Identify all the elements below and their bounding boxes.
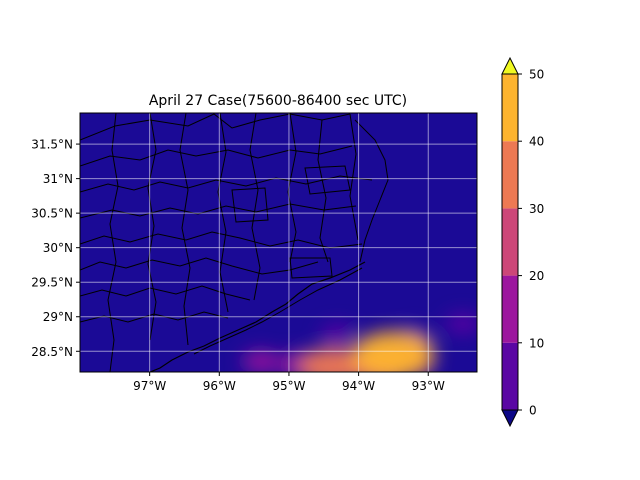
coastline bbox=[149, 261, 366, 372]
colorbar-tick-label: 30 bbox=[529, 202, 544, 216]
colorbar-segment bbox=[502, 275, 518, 343]
colorbar-segment bbox=[502, 208, 518, 276]
colorbar-segment bbox=[502, 342, 518, 410]
map-axes: 97°W 96°W 95°W 94°W 93°W 28.5°N 29°N 29.5°N 30°… bbox=[31, 112, 478, 393]
x-tick-label: 93°W bbox=[412, 379, 445, 393]
y-tick-label: 31.5°N bbox=[31, 138, 73, 152]
y-tick-label: 29.5°N bbox=[31, 276, 73, 290]
precip-cell bbox=[352, 331, 435, 372]
x-tick-label: 96°W bbox=[203, 379, 236, 393]
map-frame bbox=[79, 112, 478, 373]
precip-cell bbox=[445, 313, 477, 334]
colorbar-over-arrow bbox=[501, 56, 519, 75]
colorbar-tick-label: 20 bbox=[529, 269, 544, 283]
colorbar: 0 10 20 30 40 50 bbox=[501, 56, 544, 428]
colorbar-tick-label: 40 bbox=[529, 135, 544, 149]
x-tick-label: 95°W bbox=[272, 379, 305, 393]
colorbar-frame bbox=[501, 73, 519, 411]
colorbar-segment bbox=[502, 74, 518, 142]
y-tick-label: 28.5°N bbox=[31, 345, 73, 359]
colorbar-segment bbox=[502, 141, 518, 209]
colorbar-tick-label: 50 bbox=[529, 68, 544, 82]
precip-cell bbox=[242, 350, 280, 372]
y-axis: 28.5°N 29°N 29.5°N 30°N 30.5°N 31°N 31.5°N bbox=[31, 138, 80, 359]
y-tick-label: 31°N bbox=[43, 172, 73, 186]
y-tick-label: 29°N bbox=[43, 310, 73, 324]
x-axis: 97°W 96°W 95°W 94°W 93°W bbox=[133, 372, 445, 393]
x-tick-label: 97°W bbox=[133, 379, 166, 393]
y-tick-label: 30.5°N bbox=[31, 207, 73, 221]
x-tick-label: 94°W bbox=[342, 379, 375, 393]
colorbar-tick-label: 10 bbox=[529, 336, 544, 350]
gridlines bbox=[80, 113, 477, 372]
precip-cell bbox=[320, 324, 355, 344]
y-tick-label: 30°N bbox=[43, 241, 73, 255]
chart-title: April 27 Case(75600-86400 sec UTC) bbox=[149, 93, 407, 109]
colorbar-under-arrow bbox=[501, 409, 519, 428]
colorbar-tick-label: 0 bbox=[529, 404, 537, 418]
